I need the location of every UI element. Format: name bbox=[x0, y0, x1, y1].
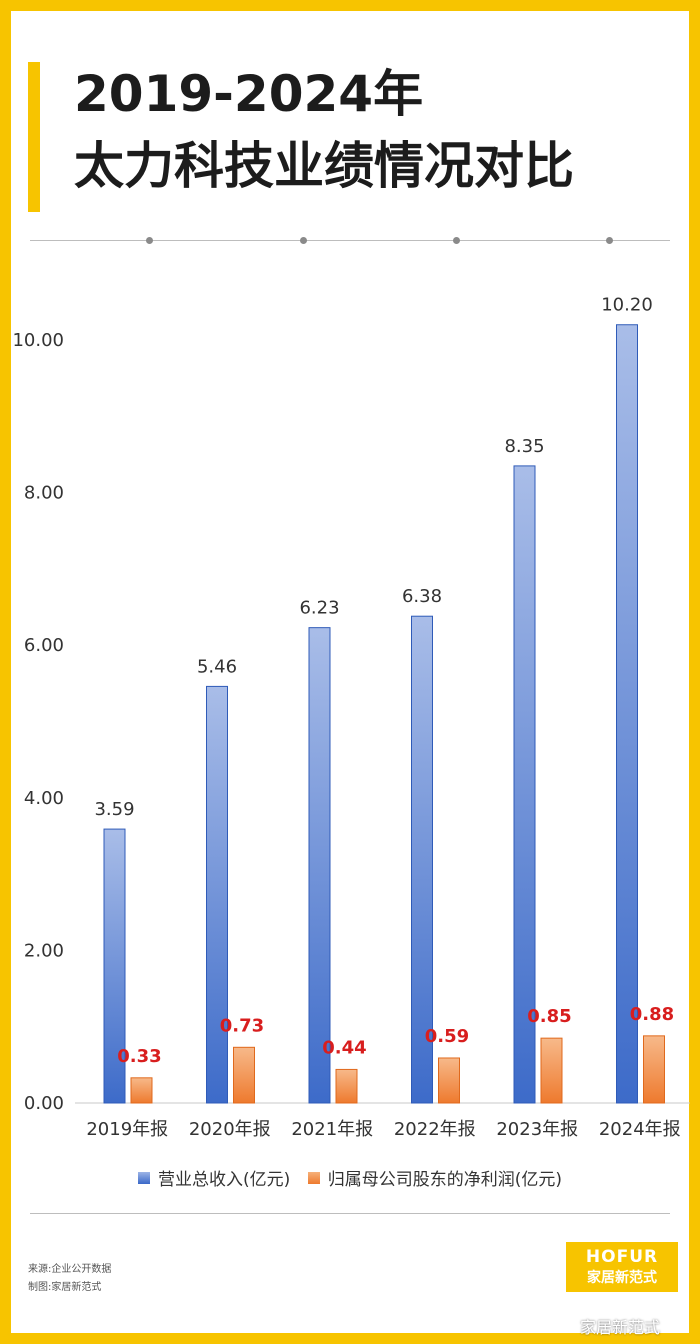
weibo-watermark: 家居新范式 bbox=[580, 1318, 661, 1337]
source-note: 来源:企业公开数据 bbox=[28, 1264, 112, 1275]
bottom-divider bbox=[30, 1213, 670, 1214]
y-tick-label: 8.00 bbox=[24, 483, 64, 504]
x-category-label: 2020年报 bbox=[189, 1119, 271, 1140]
net-profit-data-label: 0.88 bbox=[630, 1004, 674, 1025]
bar-chart: 0.00 2.00 4.00 6.00 8.00 10.00 3.59 0.33 2019年报 5… bbox=[12, 295, 690, 1140]
top-divider bbox=[30, 240, 670, 241]
legend-label-revenue: 营业总收入(亿元) bbox=[158, 1170, 291, 1190]
revenue-data-label: 8.35 bbox=[504, 436, 544, 457]
y-tick-label: 10.00 bbox=[12, 330, 64, 351]
revenue-data-label: 3.59 bbox=[94, 799, 134, 820]
net-profit-bar bbox=[335, 1068, 358, 1104]
legend-item-net-profit: 归属母公司股东的净利润(亿元) bbox=[307, 1165, 562, 1190]
revenue-bar bbox=[308, 627, 331, 1104]
title-line-2: 太力科技业绩情况对比 bbox=[74, 137, 574, 195]
credit-note: 制图:家居新范式 bbox=[28, 1282, 102, 1293]
revenue-data-label: 6.23 bbox=[299, 598, 339, 619]
title-accent-bar bbox=[28, 62, 40, 212]
revenue-data-label: 6.38 bbox=[402, 586, 442, 607]
logo-text-cn: 家居新范式 bbox=[587, 1270, 657, 1286]
legend-item-revenue: 营业总收入(亿元) bbox=[138, 1165, 290, 1190]
net-profit-swatch bbox=[307, 1171, 320, 1184]
net-profit-data-label: 0.59 bbox=[425, 1026, 469, 1047]
logo-text-en: HOFUR bbox=[585, 1247, 659, 1267]
net-profit-bar bbox=[438, 1057, 460, 1104]
net-profit-data-label: 0.33 bbox=[117, 1046, 161, 1067]
title-line-1: 2019-2024年 bbox=[74, 65, 424, 123]
net-profit-data-label: 0.85 bbox=[527, 1006, 571, 1027]
x-category-label: 2021年报 bbox=[291, 1119, 373, 1140]
y-tick-label: 2.00 bbox=[24, 940, 64, 961]
net-profit-bar bbox=[130, 1077, 153, 1104]
y-tick-label: 6.00 bbox=[24, 635, 64, 656]
divider-dot bbox=[300, 237, 307, 244]
net-profit-bar bbox=[643, 1035, 665, 1104]
revenue-bar bbox=[206, 685, 228, 1104]
x-category-label: 2019年报 bbox=[86, 1119, 168, 1140]
revenue-data-label: 10.20 bbox=[601, 295, 653, 316]
divider-dot bbox=[146, 237, 153, 244]
chart-legend: 营业总收入(亿元) 归属母公司股东的净利润(亿元) bbox=[0, 1165, 700, 1190]
y-tick-label: 4.00 bbox=[24, 788, 64, 809]
net-profit-bar bbox=[540, 1037, 563, 1104]
page-title: 2019-2024年 太力科技业绩情况对比 bbox=[74, 58, 574, 202]
net-profit-bar bbox=[233, 1046, 255, 1104]
revenue-data-label: 5.46 bbox=[197, 656, 237, 677]
x-category-label: 2024年报 bbox=[599, 1119, 681, 1140]
revenue-swatch bbox=[138, 1171, 151, 1184]
legend-label-net-profit: 归属母公司股东的净利润(亿元) bbox=[327, 1170, 562, 1190]
revenue-bar bbox=[411, 615, 433, 1104]
x-category-label: 2022年报 bbox=[394, 1119, 476, 1140]
x-category-label: 2023年报 bbox=[496, 1119, 578, 1140]
net-profit-data-label: 0.73 bbox=[220, 1015, 264, 1036]
divider-dot bbox=[606, 237, 613, 244]
revenue-bar bbox=[103, 828, 126, 1104]
hofur-logo: HOFUR 家居新范式 bbox=[566, 1242, 678, 1292]
net-profit-data-label: 0.44 bbox=[322, 1037, 366, 1058]
revenue-bar bbox=[513, 465, 536, 1104]
divider-dot bbox=[453, 237, 460, 244]
y-tick-label: 0.00 bbox=[24, 1093, 64, 1114]
revenue-bar bbox=[616, 324, 638, 1104]
